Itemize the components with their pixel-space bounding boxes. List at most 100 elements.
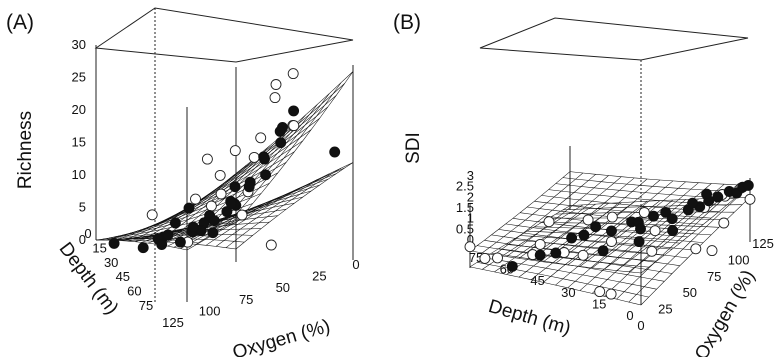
oxygen-tick-label: 100 <box>199 303 221 318</box>
data-point-filled <box>156 239 168 250</box>
oxygen-tick-label: 0 <box>637 318 644 333</box>
data-point-filled <box>288 105 300 117</box>
data-point-filled <box>635 223 646 235</box>
oxygen-tick-label: 25 <box>658 302 672 317</box>
panel-a-z-axis-title: Richness <box>15 111 36 189</box>
data-point-open <box>594 286 606 298</box>
surface-gridline <box>482 172 584 254</box>
depth-tick-label: 0 <box>84 226 91 241</box>
surface-gridline <box>235 162 354 250</box>
data-point-open <box>690 243 702 255</box>
data-point-open <box>190 193 201 205</box>
data-point-open <box>270 79 282 90</box>
oxygen-tick-label: 125 <box>752 236 774 251</box>
z-tick-label: 1.5 <box>456 200 474 215</box>
oxygen-tick-label: 50 <box>683 285 697 300</box>
data-point-open <box>605 288 617 300</box>
z-tick-label: 0.5 <box>456 221 474 236</box>
surface-gridline <box>494 174 596 256</box>
data-point-open <box>269 92 281 104</box>
box-top-face <box>479 17 749 61</box>
z-tick-label: 5 <box>79 200 86 215</box>
data-point-filled <box>687 197 699 209</box>
data-point-filled <box>566 232 578 244</box>
data-point-filled <box>578 229 590 241</box>
data-point-open <box>287 68 299 80</box>
data-point-filled <box>274 125 286 137</box>
data-point-open <box>229 145 241 157</box>
surface-gridline <box>527 230 704 243</box>
data-point-open <box>718 217 730 229</box>
surface-gridline <box>562 204 743 211</box>
data-point-open <box>744 193 756 205</box>
data-point-filled <box>275 137 287 149</box>
oxygen-tick-label: 100 <box>728 252 750 267</box>
data-point-filled <box>258 151 270 163</box>
data-point-open <box>214 169 226 181</box>
oxygen-tick-label: 50 <box>276 280 290 295</box>
z-tick-label: 15 <box>72 135 86 150</box>
oxygen-tick-label: 75 <box>239 292 253 307</box>
data-point-open <box>205 200 217 212</box>
panel-0-box <box>94 7 354 302</box>
oxygen-tick-label: 25 <box>312 269 326 284</box>
depth-tick-label: 75 <box>469 250 483 265</box>
data-point-open <box>201 153 213 165</box>
surface-gridline <box>105 201 200 241</box>
data-point-filled <box>590 221 602 233</box>
panel-a-depth-axis-title: Depth (m) <box>55 239 123 319</box>
data-point-filled <box>648 210 659 222</box>
data-point-open <box>582 214 594 226</box>
surface-1 <box>469 196 751 306</box>
data-point-open <box>492 252 503 264</box>
data-point-filled <box>667 225 679 237</box>
oxygen-tick-label: 125 <box>162 315 184 330</box>
panel-b-depth-axis-title: Depth (m) <box>486 296 573 339</box>
surface-gridline <box>225 82 342 226</box>
data-point-open <box>606 236 617 247</box>
panel-b-label: (B) <box>393 11 421 34</box>
surface-gridline <box>186 71 354 212</box>
data-point-open <box>215 188 227 200</box>
z-tick-label: 1 <box>467 211 474 226</box>
data-point-filled <box>169 217 181 229</box>
surface-gridline <box>569 171 751 186</box>
data-point-filled <box>229 181 241 193</box>
surface-gridline <box>145 164 247 239</box>
data-point-filled <box>701 188 713 200</box>
data-point-filled <box>329 146 341 158</box>
surface-gridline <box>167 106 329 221</box>
data-point-filled <box>243 181 255 193</box>
z-tick-label: 30 <box>72 37 86 52</box>
data-point-filled <box>660 206 672 218</box>
panel-a: (A) Richness Depth (m) Oxygen (%) 0 5 10 15… <box>6 7 360 357</box>
surface-gridline <box>506 203 609 275</box>
data-point-filled <box>187 221 199 233</box>
data-point-open <box>606 211 618 223</box>
data-point-filled <box>174 236 186 248</box>
surface-gridline <box>506 175 609 257</box>
oxygen-tick-label: 75 <box>707 269 721 284</box>
depth-tick-label: 60 <box>127 284 141 299</box>
panel-a-label: (A) <box>6 11 34 34</box>
data-point-filled <box>606 225 617 237</box>
data-point-filled <box>260 169 272 181</box>
data-point-open <box>646 245 658 257</box>
data-point-open <box>248 151 260 163</box>
surface-0 <box>469 171 751 274</box>
data-point-open <box>479 252 491 264</box>
data-point-open <box>543 216 555 228</box>
panel-b: (B) SDI Depth (m) Oxygen (%) 00.511.522.… <box>393 11 774 357</box>
z-tick-label: 25 <box>72 70 86 85</box>
depth-tick-label: 45 <box>530 273 544 288</box>
data-point-filled <box>742 179 754 191</box>
z-tick-label: 2.5 <box>456 179 474 194</box>
panel-b-oxygen-axis-title: Oxygen (%) <box>691 267 759 357</box>
depth-tick-label: 75 <box>139 298 153 313</box>
z-tick-label: 0 <box>79 232 86 247</box>
data-point-open <box>288 120 300 132</box>
surface-gridline <box>534 201 712 219</box>
data-point-filled <box>506 260 518 272</box>
surface-gridline <box>180 83 345 215</box>
z-tick-label: 3 <box>467 168 474 183</box>
